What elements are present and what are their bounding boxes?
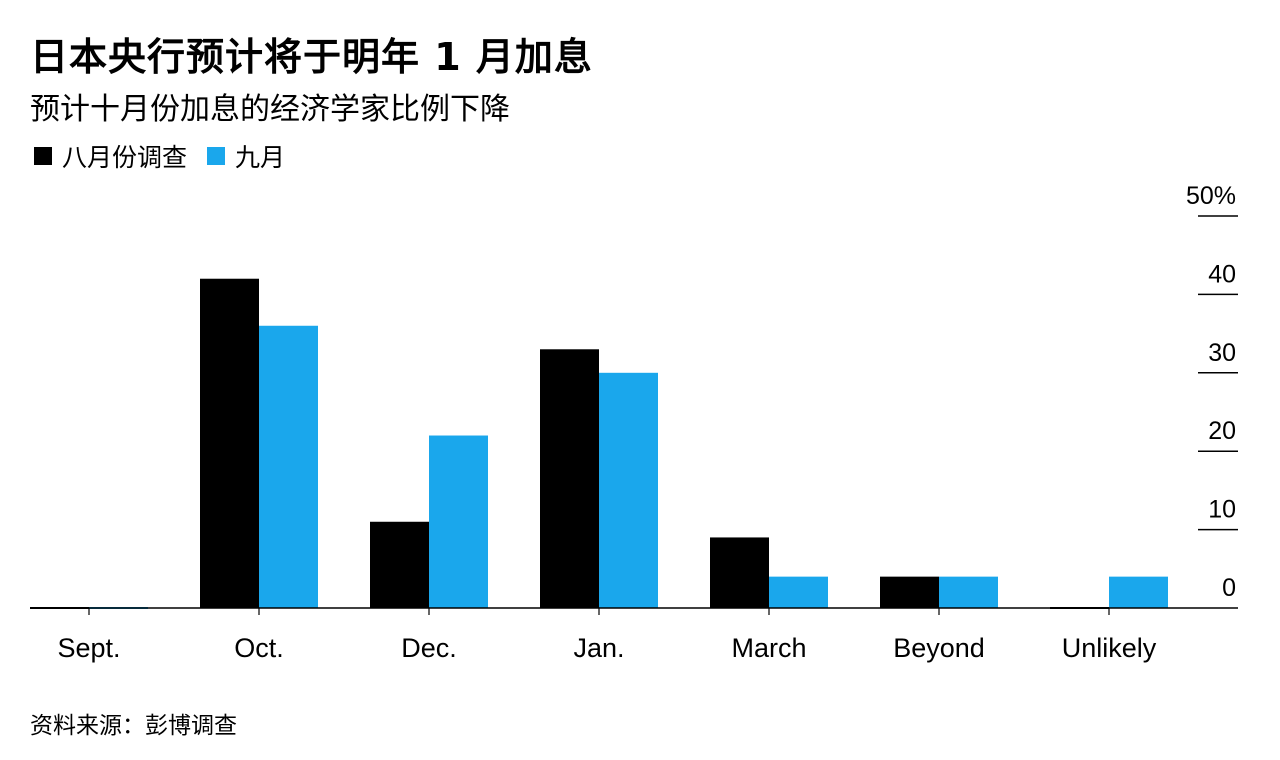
legend-swatch-september [207,147,226,165]
legend-label-september: 九月 [235,143,286,172]
legend-item-august: 八月份调查 [34,138,187,174]
x-tick-label: Sept. [57,633,120,663]
legend-swatch-august [34,147,52,165]
legend-label-august: 八月份调查 [62,143,188,172]
y-tick-label: 0 [1222,574,1236,602]
bar [939,576,998,608]
x-tick-label: March [731,633,806,663]
legend: 八月份调查 九月 [34,138,305,174]
y-tick-label: 40 [1208,260,1236,288]
y-tick-label: 10 [1208,496,1236,524]
source-note: 资料来源：彭博调查 [30,713,237,739]
chart-subtitle: 预计十月份加息的经济学家比例下降 [30,92,510,127]
bar [1109,576,1168,608]
bar [200,278,259,608]
y-tick-label: 30 [1208,339,1236,367]
y-tick-label: 20 [1208,417,1236,445]
bar [880,576,939,608]
legend-item-september: 九月 [207,138,285,174]
bar [259,325,318,608]
bar [599,372,658,608]
bar [710,537,769,608]
x-tick-label: Oct. [234,633,284,663]
bar [370,521,429,608]
x-tick-label: Dec. [401,633,457,663]
bar [429,435,488,608]
chart-title: 日本央行预计将于明年 1 月加息 [30,35,593,79]
x-tick-label: Jan. [573,633,624,663]
y-tick-label: 50% [1186,182,1236,210]
x-tick-label: Beyond [893,633,985,663]
bar [540,349,599,608]
bar [769,576,828,608]
x-tick-label: Unlikely [1062,633,1157,663]
